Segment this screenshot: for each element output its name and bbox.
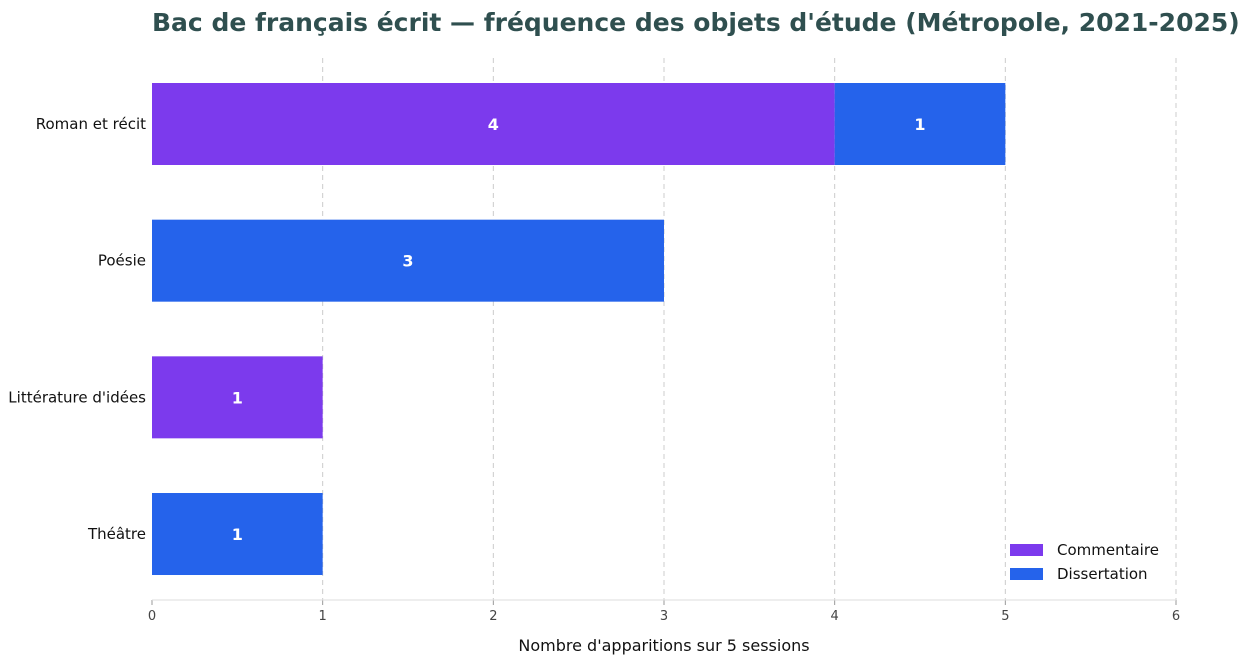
bar-commentaire xyxy=(152,356,323,439)
bars: 4 1 3 1 1 xyxy=(152,83,1006,576)
x-tick-label: 2 xyxy=(489,609,497,624)
bar-value-label: 3 xyxy=(402,252,413,271)
category-label: Roman et récit xyxy=(36,115,146,133)
x-tick-label: 5 xyxy=(1001,609,1009,624)
chart-title: Bac de français écrit — fréquence des ob… xyxy=(152,8,1240,37)
x-tick-label: 4 xyxy=(831,609,839,624)
legend-label: Dissertation xyxy=(1057,565,1148,583)
bar-dissertation xyxy=(152,493,323,576)
category-labels: Roman et récit Poésie Littérature d'idées T… xyxy=(8,115,146,543)
x-axis-ticks: 0 1 2 3 4 5 6 xyxy=(148,600,1180,624)
x-tick-label: 1 xyxy=(319,609,327,624)
category-label: Théâtre xyxy=(87,525,146,543)
bar-value-label: 1 xyxy=(914,115,925,134)
legend: Commentaire Dissertation xyxy=(1010,541,1159,583)
legend-label: Commentaire xyxy=(1057,541,1159,559)
legend-swatch xyxy=(1010,544,1043,556)
bar-value-label: 1 xyxy=(232,525,243,544)
x-tick-label: 0 xyxy=(148,609,156,624)
x-tick-label: 6 xyxy=(1172,609,1180,624)
x-tick-label: 3 xyxy=(660,609,668,624)
bar-dissertation xyxy=(834,83,1006,165)
category-label: Poésie xyxy=(98,252,146,270)
bar-dissertation xyxy=(152,219,664,302)
category-label: Littérature d'idées xyxy=(8,388,146,406)
bar-commentaire xyxy=(152,83,835,165)
bar-value-label: 4 xyxy=(488,115,499,134)
x-axis-label: Nombre d'apparitions sur 5 sessions xyxy=(518,636,809,655)
bar-value-label: 1 xyxy=(232,388,243,407)
legend-swatch xyxy=(1010,568,1043,580)
